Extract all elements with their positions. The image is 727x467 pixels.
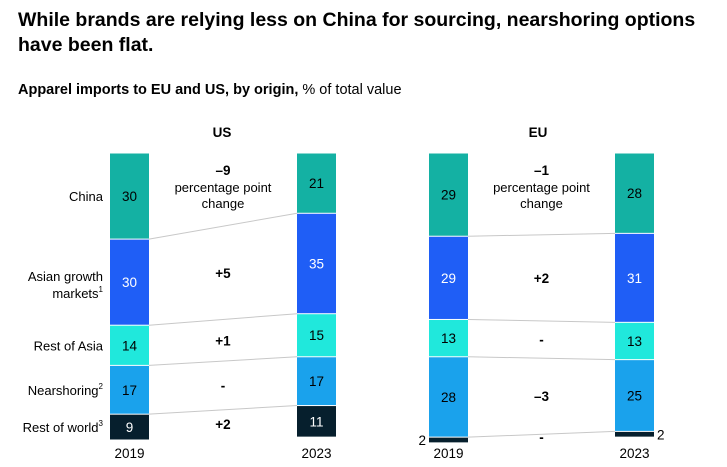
us-value-label-2019-asian-growth-markets: 30 xyxy=(122,275,137,290)
eu-panel-title: EU xyxy=(529,125,548,140)
category-label-asian-growth-line1: Asian growth xyxy=(28,269,103,284)
category-label-rest-of-asia: Rest of Asia xyxy=(34,338,104,353)
us-bar-2023-rest-of-asia xyxy=(297,314,336,357)
us-change-note-line2: change xyxy=(202,196,245,211)
us-value-label-2019-rest-of-world: 9 xyxy=(126,420,134,435)
us-value-label-2019-rest-of-asia: 14 xyxy=(122,338,138,353)
us-bar-2019-asian-growth-markets xyxy=(110,239,149,325)
eu-year-label-2019: 2019 xyxy=(433,446,463,461)
category-label-nearshoring: Nearshoring2 xyxy=(28,382,104,398)
eu-year-label-2023: 2023 xyxy=(619,446,649,461)
eu-value-label-2019-rest-of-world: 2 xyxy=(418,433,426,448)
us-change-nearshoring: - xyxy=(221,378,226,393)
eu-bar-2019-asian-growth-markets xyxy=(429,236,468,319)
eu-connector-line xyxy=(467,232,616,237)
eu-connector-line xyxy=(467,318,616,323)
us-bar-2023-rest-of-world xyxy=(297,406,336,437)
us-year-label-2023: 2023 xyxy=(301,446,331,461)
eu-change-nearshoring: –3 xyxy=(534,389,550,404)
eu-value-label-2023-china: 28 xyxy=(627,186,642,201)
eu-bar-2019-rest-of-asia xyxy=(429,319,468,357)
headline: While brands are relying less on China f… xyxy=(18,9,696,56)
eu-bar-2023-rest-of-world xyxy=(615,431,654,437)
eu-value-label-2023-rest-of-world: 2 xyxy=(657,427,665,442)
eu-bar-2019-nearshoring xyxy=(429,357,468,437)
us-bar-2019-rest-of-asia xyxy=(110,325,149,365)
eu-bar-2023-china xyxy=(615,153,654,233)
chart-subtitle: Apparel imports to EU and US, by origin,… xyxy=(18,82,402,98)
eu-value-label-2023-rest-of-asia: 13 xyxy=(627,334,642,349)
eu-value-label-2019-nearshoring: 28 xyxy=(441,390,456,405)
us-bar-2019-china xyxy=(110,153,149,239)
us-value-label-2023-rest-of-world: 11 xyxy=(309,414,323,429)
us-bar-2019-nearshoring xyxy=(110,365,149,414)
eu-connector-line xyxy=(467,356,616,361)
eu-value-label-2019-china: 29 xyxy=(441,188,456,203)
us-value-label-2023-rest-of-asia: 15 xyxy=(309,328,324,343)
us-change-asian-growth-markets: +5 xyxy=(215,266,231,281)
eu-change-note-line1: percentage point xyxy=(493,180,590,195)
us-change-rest-of-asia: +1 xyxy=(215,333,231,348)
eu-change-china: –1 xyxy=(534,163,550,178)
us-bar-2023-nearshoring xyxy=(297,357,336,406)
us-value-label-2023-asian-growth-markets: 35 xyxy=(309,256,324,271)
us-change-note-line1: percentage point xyxy=(175,180,272,195)
eu-value-label-2019-rest-of-asia: 13 xyxy=(441,331,456,346)
eu-bar-2023-nearshoring xyxy=(615,360,654,431)
eu-connector-line xyxy=(467,430,616,438)
eu-bar-2019-china xyxy=(429,153,468,236)
us-value-label-2019-china: 30 xyxy=(122,189,137,204)
eu-bar-2019-rest-of-world xyxy=(429,437,468,443)
us-connector-line xyxy=(148,405,298,415)
us-bar-2023-china xyxy=(297,153,336,213)
us-value-label-2023-china: 21 xyxy=(309,176,324,191)
us-bar-2019-rest-of-world xyxy=(110,414,149,440)
subtitle-units: % of total value xyxy=(298,82,402,98)
us-bar-2023-asian-growth-markets xyxy=(297,213,336,314)
category-label-china: China xyxy=(69,189,104,204)
eu-change-rest-of-world: - xyxy=(539,430,544,445)
us-panel-title: US xyxy=(213,125,232,140)
subtitle-bold: Apparel imports to EU and US, by origin, xyxy=(18,82,299,98)
us-value-label-2023-nearshoring: 17 xyxy=(309,374,324,389)
us-connector-line xyxy=(148,356,298,366)
category-label-rest-of-world: Rest of world3 xyxy=(23,419,104,435)
us-value-label-2019-nearshoring: 17 xyxy=(122,383,137,398)
eu-change-note-line2: change xyxy=(520,196,563,211)
eu-change-asian-growth-markets: +2 xyxy=(534,271,549,286)
us-connector-line xyxy=(148,313,298,326)
eu-value-label-2019-asian-growth-markets: 29 xyxy=(441,271,456,286)
eu-bar-2023-rest-of-asia xyxy=(615,322,654,360)
us-change-china: –9 xyxy=(215,163,230,178)
category-label-asian-growth-line2: markets1 xyxy=(52,285,103,301)
us-year-label-2019: 2019 xyxy=(114,446,144,461)
us-change-rest-of-world: +2 xyxy=(215,417,230,432)
eu-bar-2023-asian-growth-markets xyxy=(615,233,654,322)
eu-value-label-2023-nearshoring: 25 xyxy=(627,389,642,404)
eu-value-label-2023-asian-growth-markets: 31 xyxy=(627,271,642,286)
eu-change-rest-of-asia: - xyxy=(539,333,544,348)
us-connector-line xyxy=(148,212,298,240)
